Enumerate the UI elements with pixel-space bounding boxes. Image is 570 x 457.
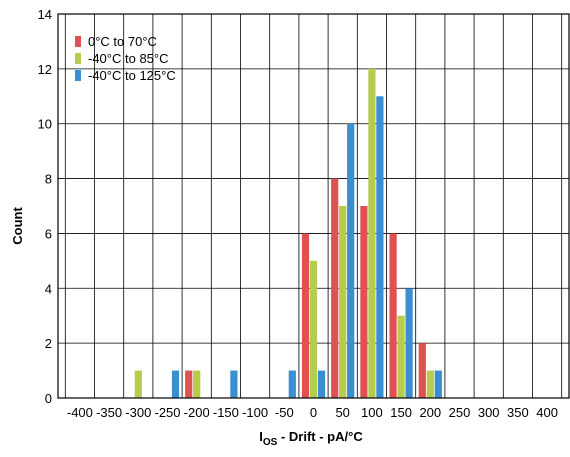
bar bbox=[405, 288, 413, 398]
y-axis-ticks: 0 2 4 6 8 10 12 14 bbox=[38, 7, 52, 406]
bar bbox=[389, 233, 397, 398]
bar bbox=[331, 178, 339, 398]
x-axis-title-subscript: OS bbox=[263, 437, 278, 448]
x-tick-label: -50 bbox=[275, 405, 294, 420]
x-tick-label: -300 bbox=[125, 405, 151, 420]
legend-label: -40°C to 85°C bbox=[88, 51, 169, 66]
bar bbox=[288, 370, 296, 398]
bar bbox=[426, 370, 434, 398]
y-tick-label: 2 bbox=[45, 336, 52, 351]
x-tick-label: 0 bbox=[310, 405, 317, 420]
x-axis-title: IOS - Drift - pA/°C bbox=[259, 429, 363, 448]
x-tick-label: 50 bbox=[335, 405, 349, 420]
bar bbox=[376, 96, 384, 399]
bar bbox=[134, 370, 142, 398]
x-tick-label: 150 bbox=[390, 405, 412, 420]
legend-label: 0°C to 70°C bbox=[88, 34, 157, 49]
x-tick-label: 350 bbox=[507, 405, 529, 420]
bar bbox=[434, 370, 442, 398]
y-tick-label: 0 bbox=[45, 391, 52, 406]
x-axis-title-main: I bbox=[259, 429, 263, 444]
x-tick-label: 250 bbox=[449, 405, 471, 420]
x-tick-label: -250 bbox=[154, 405, 180, 420]
x-tick-label: -100 bbox=[242, 405, 268, 420]
x-axis-title-rest: - Drift - pA/°C bbox=[277, 429, 363, 444]
x-tick-label: -200 bbox=[184, 405, 210, 420]
legend-label: -40°C to 125°C bbox=[88, 68, 176, 83]
x-tick-label: -350 bbox=[96, 405, 122, 420]
bar bbox=[317, 370, 326, 398]
bar bbox=[193, 370, 201, 398]
legend-swatch bbox=[75, 36, 81, 47]
bar bbox=[309, 260, 318, 398]
legend: 0°C to 70°C -40°C to 85°C -40°C to 125°C bbox=[75, 34, 176, 83]
bar bbox=[301, 233, 310, 398]
bars bbox=[134, 68, 442, 399]
bar bbox=[360, 206, 368, 398]
grid bbox=[58, 13, 569, 399]
y-tick-label: 10 bbox=[38, 117, 52, 132]
x-tick-label: 200 bbox=[419, 405, 441, 420]
legend-swatch bbox=[75, 53, 81, 64]
y-tick-label: 12 bbox=[38, 62, 52, 77]
bar bbox=[171, 370, 180, 398]
bar bbox=[368, 68, 376, 398]
x-tick-label: 100 bbox=[361, 405, 383, 420]
bar bbox=[347, 123, 355, 398]
x-tick-label: 300 bbox=[478, 405, 500, 420]
y-tick-label: 14 bbox=[38, 7, 52, 22]
y-tick-label: 4 bbox=[45, 281, 52, 296]
bar bbox=[418, 343, 426, 398]
y-tick-label: 8 bbox=[45, 172, 52, 187]
x-tick-label: -150 bbox=[213, 405, 239, 420]
bar bbox=[397, 315, 405, 398]
x-tick-label: -400 bbox=[67, 405, 93, 420]
bar bbox=[185, 370, 193, 398]
legend-swatch bbox=[75, 70, 81, 81]
x-tick-label: 400 bbox=[536, 405, 558, 420]
bar bbox=[230, 370, 238, 398]
y-tick-label: 6 bbox=[45, 226, 52, 241]
y-axis-title: Count bbox=[10, 207, 25, 245]
bar bbox=[339, 206, 347, 398]
x-axis-ticks: -400 -350 -300 -250 -200 -150 -100 -50 0 50 100 150… bbox=[67, 405, 558, 420]
plot-frame bbox=[57, 13, 570, 399]
